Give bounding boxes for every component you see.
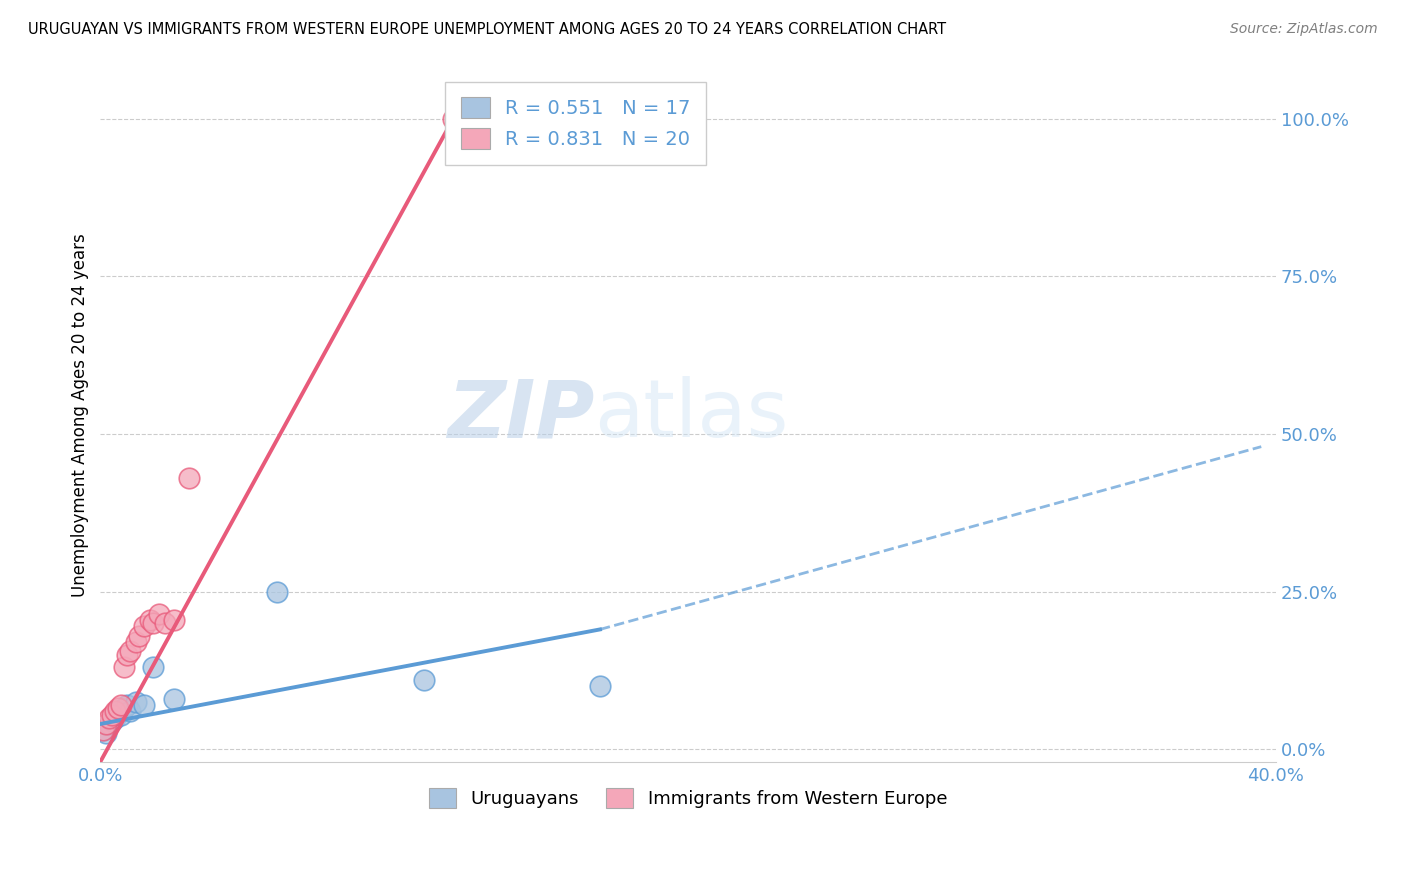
Point [91, 723, 114, 738]
Point [412, 673, 434, 687]
Point [107, 704, 129, 718]
Point [91, 723, 114, 738]
Point [134, 698, 156, 712]
Y-axis label: Unemployment Among Ages 20 to 24 years: Unemployment Among Ages 20 to 24 years [72, 234, 89, 597]
Point [163, 691, 186, 706]
Point [110, 707, 132, 722]
Point [148, 607, 170, 621]
Point [115, 698, 138, 712]
Point [163, 613, 186, 627]
Text: URUGUAYAN VS IMMIGRANTS FROM WESTERN EUROPE UNEMPLOYMENT AMONG AGES 20 TO 24 YEA: URUGUAYAN VS IMMIGRANTS FROM WESTERN EUR… [28, 22, 946, 37]
Text: ZIP: ZIP [447, 376, 595, 454]
Point [98, 711, 121, 725]
Point [112, 660, 135, 674]
Point [142, 660, 165, 674]
Point [441, 112, 464, 126]
Point [177, 471, 200, 485]
Point [104, 711, 127, 725]
Point [128, 629, 150, 643]
Point [110, 698, 132, 712]
Point [101, 707, 124, 722]
Point [104, 704, 127, 718]
Legend: Uruguayans, Immigrants from Western Europe: Uruguayans, Immigrants from Western Euro… [422, 780, 955, 815]
Point [107, 701, 129, 715]
Point [124, 635, 146, 649]
Point [112, 701, 135, 715]
Point [98, 717, 121, 731]
Point [96, 726, 118, 740]
Point [589, 679, 612, 693]
Point [96, 717, 118, 731]
Point [266, 584, 288, 599]
Point [118, 644, 141, 658]
Point [153, 616, 176, 631]
Text: atlas: atlas [595, 376, 789, 454]
Text: Source: ZipAtlas.com: Source: ZipAtlas.com [1230, 22, 1378, 37]
Point [139, 613, 162, 627]
Point [142, 616, 165, 631]
Point [115, 648, 138, 662]
Point [124, 695, 146, 709]
Point [134, 619, 156, 633]
Point [101, 714, 124, 728]
Point [118, 704, 141, 718]
